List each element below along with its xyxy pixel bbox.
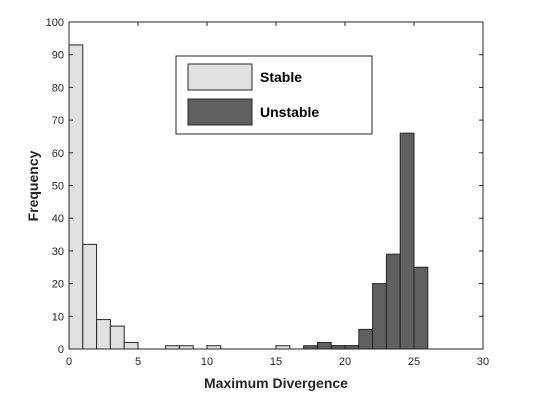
bars-layer [68,44,429,350]
bar-stable-0 [68,44,84,350]
x-tick-label: 25 [408,356,420,368]
y-tick-label: 100 [46,17,64,29]
bar-unstable-6 [385,253,401,350]
bar-unstable-4 [358,328,374,350]
bar-unstable-5 [372,283,387,350]
x-tick-label: 15 [270,356,282,368]
y-tick-label: 90 [52,50,64,62]
x-tick-label: 10 [201,356,213,368]
bar-unstable-7 [399,132,415,350]
bar-stable-2 [96,319,111,350]
y-tick-label: 50 [52,181,64,193]
y-axis-label: Frequency [25,150,41,221]
legend: Stable Unstable [175,55,373,135]
legend-swatch-stable [187,63,253,91]
x-ticks: 0 5 10 15 20 25 30 [66,22,489,368]
x-tick-label: 0 [66,356,72,368]
y-tick-label: 30 [52,246,64,258]
x-tick-label: 20 [339,356,351,368]
legend-swatch-unstable [187,98,253,126]
x-tick-label: 30 [477,356,489,368]
y-ticks: 0 10 20 30 40 50 60 70 80 90 100 [46,17,483,356]
bar-stable-3 [109,325,125,350]
x-axis-label: Maximum Divergence [204,375,348,391]
bar-stable-4 [123,341,139,350]
bar-unstable-8 [413,266,429,350]
y-tick-label: 0 [58,344,64,356]
y-tick-label: 20 [52,279,64,291]
x-tick-label: 5 [135,356,141,368]
y-tick-label: 10 [52,311,64,323]
y-tick-label: 70 [52,115,64,127]
y-tick-label: 40 [52,213,64,225]
legend-label-stable: Stable [260,69,302,85]
bar-stable-1 [82,243,98,350]
y-tick-label: 60 [52,148,64,160]
bar-unstable-1 [316,341,332,350]
legend-label-unstable: Unstable [260,104,319,120]
y-tick-label: 80 [52,82,64,94]
